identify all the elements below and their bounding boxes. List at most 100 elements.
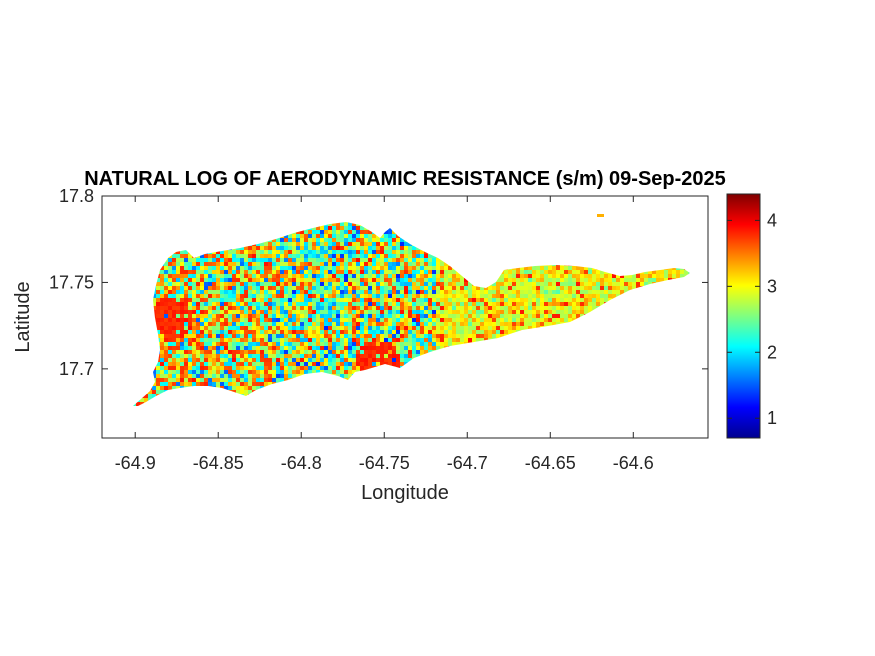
heatmap-cell [464, 298, 468, 302]
heatmap-cell [164, 330, 168, 334]
heatmap-cell [412, 326, 416, 330]
heatmap-cell [376, 254, 380, 258]
heatmap-cell [412, 322, 416, 326]
heatmap-cell [208, 334, 212, 338]
heatmap-cell [288, 326, 292, 330]
heatmap-cell [212, 306, 216, 310]
heatmap-cell [312, 290, 316, 294]
heatmap-cell [412, 338, 416, 342]
heatmap-cell [268, 306, 272, 310]
heatmap-cell [296, 254, 300, 258]
heatmap-cell [236, 322, 240, 326]
heatmap-cell [164, 366, 168, 370]
heatmap-cell [340, 270, 344, 274]
heatmap-cell [172, 346, 176, 350]
heatmap-cell [476, 318, 480, 322]
heatmap-cell [328, 282, 332, 286]
heatmap-cell [300, 346, 304, 350]
heatmap-cell [312, 370, 316, 374]
heatmap-cell [336, 322, 340, 326]
heatmap-cell [404, 306, 408, 310]
heatmap-cell [196, 258, 200, 262]
heatmap-cell [376, 270, 380, 274]
heatmap-cell [280, 314, 284, 318]
heatmap-cell [356, 286, 360, 290]
heatmap-cell [292, 310, 296, 314]
heatmap-cell [352, 270, 356, 274]
heatmap-cell [328, 238, 332, 242]
heatmap-cell [176, 270, 180, 274]
heatmap-cell [148, 390, 152, 394]
heatmap-cell [168, 362, 172, 366]
heatmap-cell [512, 298, 516, 302]
heatmap-cell [336, 230, 340, 234]
heatmap-cell [232, 334, 236, 338]
heatmap-cell [448, 274, 452, 278]
heatmap-cell [360, 338, 364, 342]
heatmap-cell [368, 354, 372, 358]
heatmap-cell [252, 254, 256, 258]
heatmap-cell [324, 334, 328, 338]
heatmap-cell [328, 266, 332, 270]
heatmap-cell [200, 374, 204, 378]
heatmap-cell [256, 282, 260, 286]
heatmap-cell [340, 258, 344, 262]
heatmap-cell [380, 330, 384, 334]
heatmap-cell [240, 286, 244, 290]
heatmap-cell [216, 374, 220, 378]
heatmap-cell [368, 254, 372, 258]
heatmap-cell [344, 246, 348, 250]
heatmap-cell [436, 326, 440, 330]
heatmap-cell [328, 294, 332, 298]
heatmap-cell [280, 282, 284, 286]
heatmap-cell [328, 310, 332, 314]
heatmap-cell [276, 370, 280, 374]
heatmap-cell [360, 350, 364, 354]
heatmap-cell [384, 330, 388, 334]
heatmap-cell [272, 374, 276, 378]
heatmap-cell [380, 234, 384, 238]
heatmap-cell [208, 262, 212, 266]
heatmap-cell [176, 310, 180, 314]
heatmap-cell [308, 298, 312, 302]
heatmap-cell [232, 290, 236, 294]
heatmap-cell [272, 370, 276, 374]
heatmap-cell [368, 306, 372, 310]
heatmap-cell [292, 286, 296, 290]
heatmap-cell [268, 298, 272, 302]
heatmap-cell [164, 350, 168, 354]
heatmap-cell [404, 266, 408, 270]
heatmap-cell [288, 270, 292, 274]
heatmap-cell [360, 266, 364, 270]
heatmap-cell [320, 362, 324, 366]
heatmap-cell [440, 302, 444, 306]
heatmap-cell [396, 302, 400, 306]
heatmap-cell [468, 334, 472, 338]
heatmap-cell [380, 294, 384, 298]
heatmap-cell [172, 310, 176, 314]
heatmap-cell [360, 314, 364, 318]
heatmap-cell [344, 346, 348, 350]
heatmap-cell [304, 370, 308, 374]
heatmap-cell [184, 338, 188, 342]
heatmap-cell [408, 310, 412, 314]
heatmap-cell [276, 266, 280, 270]
heatmap-cell [172, 322, 176, 326]
heatmap-cell [256, 330, 260, 334]
heatmap-cell [436, 306, 440, 310]
heatmap-cell [352, 242, 356, 246]
heatmap-cell [180, 326, 184, 330]
heatmap-cell [344, 274, 348, 278]
heatmap-cell [284, 266, 288, 270]
heatmap-cell [212, 338, 216, 342]
heatmap-cell [240, 378, 244, 382]
heatmap-cell [272, 250, 276, 254]
heatmap-cell [420, 290, 424, 294]
heatmap-cell [324, 326, 328, 330]
heatmap-cell [328, 226, 332, 230]
heatmap-cell [424, 310, 428, 314]
heatmap-cell [388, 246, 392, 250]
heatmap-cell [380, 322, 384, 326]
heatmap-cell [240, 266, 244, 270]
heatmap-cell [176, 382, 180, 386]
